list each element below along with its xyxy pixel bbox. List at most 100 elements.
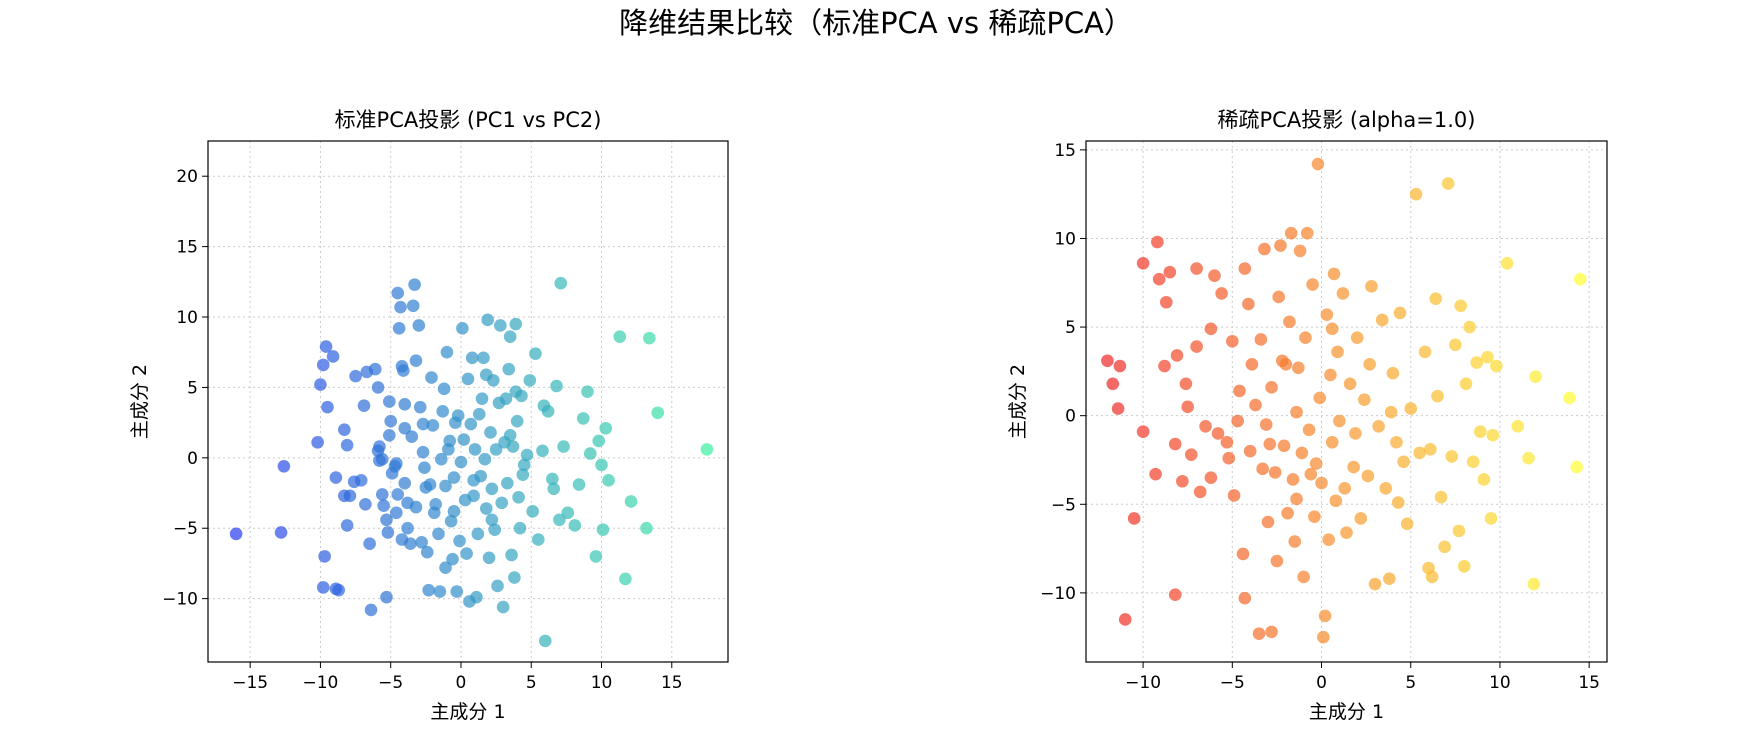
plot-frame: [1085, 140, 1608, 663]
scatter-point: [489, 443, 503, 456]
scatter-point: [1111, 402, 1125, 415]
chart-title: 稀疏PCA投影 (alpha=1.0): [1218, 108, 1476, 132]
scatter-point: [1391, 496, 1405, 509]
scatter-point: [1242, 297, 1255, 311]
scatter-point: [509, 385, 523, 398]
scatter-point: [1459, 377, 1473, 391]
scatter-point: [425, 371, 438, 384]
scatter-point: [1452, 524, 1466, 538]
scatter-point: [1383, 572, 1396, 586]
scatter-point: [502, 362, 516, 376]
scatter-point: [464, 417, 478, 431]
y-tick-label: 0: [187, 449, 198, 469]
scatter-point: [340, 519, 354, 532]
scatter-point: [1386, 366, 1400, 380]
scatter-point: [416, 445, 430, 459]
scatter-point: [398, 476, 412, 490]
scatter-point: [1292, 361, 1305, 375]
scatter-point: [1151, 235, 1164, 249]
scatter-point: [377, 499, 390, 512]
scatter-point: [1136, 256, 1150, 270]
scatter-point: [316, 358, 330, 372]
scatter-point: [1190, 262, 1203, 275]
scatter-point: [1211, 427, 1225, 440]
scatter-point: [1265, 381, 1278, 394]
scatter-point: [499, 392, 513, 405]
scatter-point: [1490, 359, 1503, 373]
scatter-point: [457, 433, 471, 446]
scatter-point: [371, 381, 385, 394]
scatter-point: [319, 340, 333, 353]
scatter-point: [439, 561, 452, 574]
scatter-point: [397, 364, 410, 377]
scatter-point: [1311, 157, 1325, 171]
scatter-point: [1529, 370, 1542, 383]
scatter-point: [599, 421, 613, 435]
scatter-point: [576, 412, 590, 425]
scatter-point: [1327, 267, 1341, 281]
scatter-point: [1106, 377, 1120, 391]
scatter-point: [422, 583, 435, 597]
scatter-point: [1306, 278, 1319, 291]
scatter-point: [409, 354, 423, 367]
scatter-point: [1445, 450, 1459, 463]
scatter-point: [413, 400, 427, 414]
scatter-point: [405, 430, 419, 444]
chart-standard-pca: −15 −10 −5 0 5 10 15 −10 −5 0 5 10 15 20 标准PCA投影 (PC1 …: [129, 108, 729, 723]
scatter-point: [1193, 485, 1207, 499]
scatter-point: [1454, 299, 1467, 313]
scatter-point: [382, 428, 396, 442]
scatter-point: [581, 385, 594, 398]
scatter-point: [1168, 588, 1182, 601]
scatter-point: [1290, 405, 1303, 419]
scatter-point: [401, 521, 414, 535]
scatter-point: [277, 459, 291, 473]
scatter-point: [465, 351, 479, 365]
scatter-point: [329, 471, 343, 484]
scatter-point: [1425, 570, 1439, 584]
scatter-point: [453, 534, 466, 548]
scatter-point: [1176, 474, 1189, 488]
x-tick-label: 0: [456, 673, 467, 693]
scatter-point: [491, 579, 504, 593]
scatter-point: [1522, 451, 1535, 465]
scatter-point: [429, 497, 442, 511]
scatter-point: [509, 317, 523, 331]
scatter-point: [1261, 515, 1275, 529]
scatter-point: [602, 474, 615, 487]
scatter-point: [380, 590, 393, 604]
x-tick-label: 10: [1489, 673, 1511, 693]
scatter-point: [1347, 460, 1360, 474]
scatter-point: [380, 513, 393, 527]
scatter-point: [1470, 356, 1484, 369]
scatter-point: [523, 374, 537, 387]
scatter-point: [468, 443, 482, 456]
y-tick-label: −10: [1040, 584, 1076, 604]
scatter-point: [447, 505, 461, 518]
scatter-point: [412, 319, 426, 332]
scatter-point: [1413, 446, 1426, 460]
scatter-point: [423, 478, 437, 491]
scatter-point: [420, 545, 434, 559]
scatter-point: [357, 399, 371, 413]
scatter-point: [1300, 226, 1314, 240]
scatter-point: [526, 505, 539, 518]
scatter-point: [1149, 467, 1162, 481]
scatter-point: [1226, 334, 1239, 348]
scatter-point: [494, 319, 507, 332]
x-tick-label: −10: [1125, 673, 1161, 693]
scatter-point: [1281, 506, 1294, 520]
scatter-point: [391, 286, 405, 300]
scatter-point: [1179, 377, 1193, 391]
scatter-point: [1322, 533, 1335, 547]
scatter-point: [392, 321, 406, 335]
scatter-point: [460, 547, 473, 560]
x-tick-label: 15: [1578, 673, 1600, 693]
scatter-point: [640, 521, 653, 535]
scatter-point: [395, 533, 409, 546]
scatter-point: [467, 474, 480, 487]
y-tick-label: 10: [1054, 229, 1076, 249]
scatter-point: [557, 440, 570, 453]
scatter-point: [472, 407, 486, 421]
